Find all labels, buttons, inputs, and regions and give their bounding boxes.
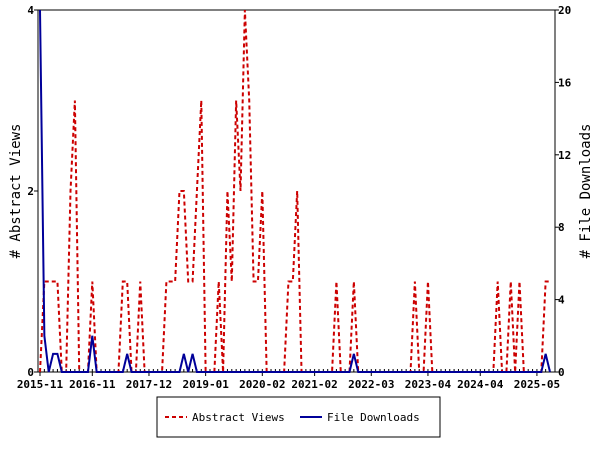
x-tick-label: 2021-02 [291,378,337,391]
x-tick-label: 2015-11 [17,378,64,391]
y2-tick-label: 8 [558,221,565,234]
x-tick-label: 2023-04 [405,378,452,391]
y2-tick-label: 16 [558,76,572,89]
x-tick-label: 2022-03 [348,378,394,391]
y-tick-label: 2 [27,185,34,198]
y2-axis-label: # File Downloads [578,124,594,259]
legend-box [156,396,441,438]
x-tick-label: 2020-02 [239,378,285,391]
x-tick-label: 2016-11 [69,378,116,391]
legend-label: Abstract Views [192,411,285,424]
x-tick-label: 2024-04 [457,378,504,391]
y-axis-label: # Abstract Views [8,124,24,259]
x-tick-label: 2025-05 [514,378,560,391]
x-tick-label: 2019-01 [182,378,229,391]
y-tick-label: 0 [27,366,34,379]
x-tick-label: 2017-12 [126,378,172,391]
y2-tick-label: 12 [558,149,571,162]
y2-tick-label: 0 [558,366,565,379]
legend-label: File Downloads [327,411,420,424]
y-tick-label: 4 [27,4,34,17]
y2-tick-label: 20 [558,4,571,17]
series-line [39,9,551,373]
y2-tick-label: 4 [558,294,565,307]
plot-frame [37,9,556,373]
